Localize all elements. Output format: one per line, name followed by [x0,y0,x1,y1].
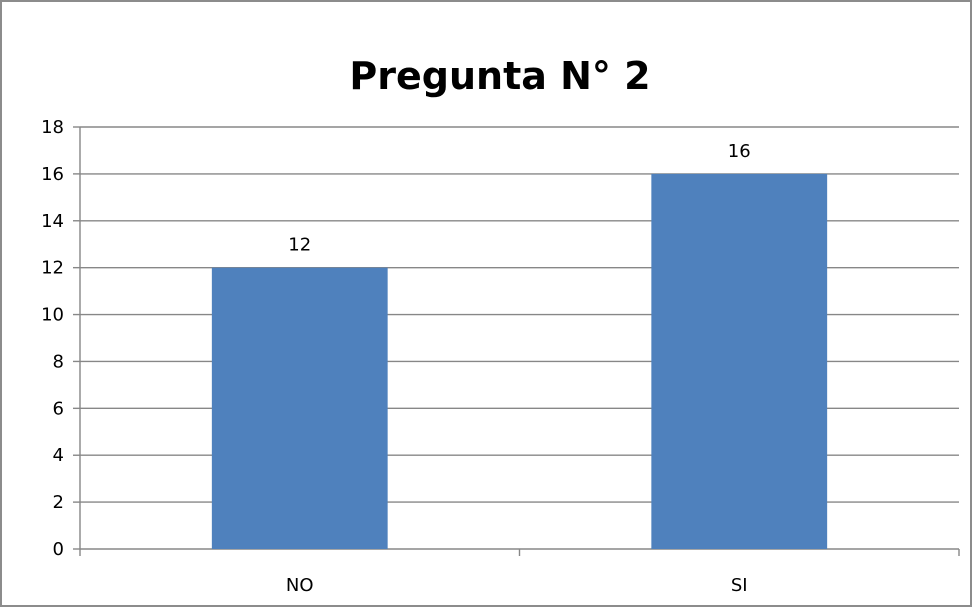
y-tick-label: 6 [53,398,64,419]
data-label-no: 12 [288,235,311,256]
x-tick-label-no: NO [286,575,314,596]
y-tick-label: 18 [41,117,64,138]
y-tick-label: 0 [53,539,64,560]
y-tick-label: 12 [41,258,64,279]
y-tick-label: 10 [41,305,64,326]
x-tick-label-si: SI [731,575,748,596]
bars [211,173,828,549]
labels: 0 2 4 6 8 10 12 14 16 18 12 NO 16 SI [41,117,751,596]
y-tick-label: 16 [41,164,64,185]
y-tick-label: 8 [53,351,64,372]
data-label-si: 16 [728,141,751,162]
bar-no [211,267,388,549]
bar-si [651,173,828,549]
y-tick-label: 2 [53,492,64,513]
chart-title: Pregunta N° 2 [349,54,650,98]
y-tick-label: 14 [41,211,64,232]
y-tick-label: 4 [53,445,64,466]
